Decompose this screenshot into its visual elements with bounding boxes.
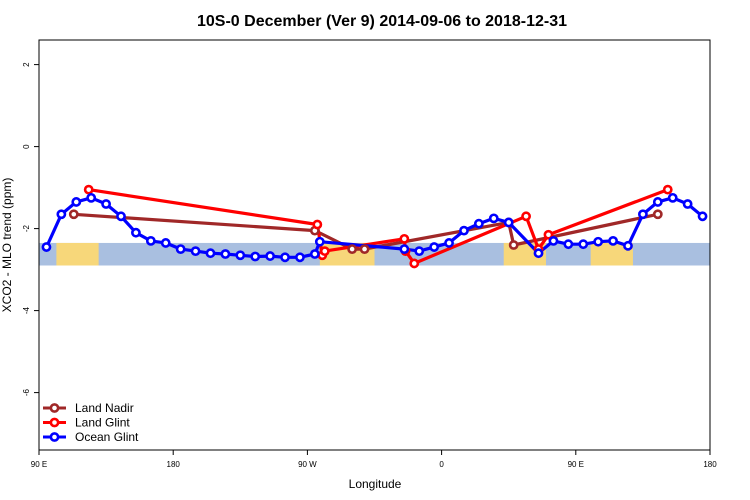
x-tick-label: 0	[439, 460, 444, 469]
ocean-glint-point	[220, 249, 231, 259]
ocean-glint-point	[533, 248, 544, 259]
plot-area	[38, 39, 711, 451]
ocean-glint-point	[563, 239, 574, 250]
plot-frame	[38, 39, 711, 451]
ocean-glint-point	[399, 244, 410, 254]
ocean-glint-point	[578, 239, 589, 250]
ocean-glint-point	[41, 242, 52, 252]
ocean-glint-point	[503, 217, 514, 228]
land-glint-point	[521, 211, 531, 222]
ocean-glint-point	[86, 192, 97, 203]
legend-item-land-nadir: Land Nadir	[43, 401, 134, 415]
land-nadir-point	[508, 240, 519, 250]
ocean-glint-point	[71, 197, 82, 207]
y-axis-label: XCO2 - MLO trend (ppm)	[0, 178, 14, 313]
y-tick-label: 2	[22, 62, 31, 67]
legend-item-land-glint: Land Glint	[43, 416, 130, 430]
ocean-glint-point	[280, 252, 290, 263]
x-axis-label: Longitude	[349, 477, 402, 491]
ocean-glint-point	[459, 225, 469, 236]
land-nadir-point	[359, 244, 370, 254]
series-layer	[41, 184, 708, 269]
ocean-glint-point	[145, 235, 156, 246]
legend-marker-land-glint	[49, 417, 60, 428]
ocean-glint-point	[667, 192, 678, 203]
legend-label-ocean-glint: Ocean Glint	[75, 430, 139, 444]
y-axis: 2 0 -2 -4 -6	[22, 62, 39, 396]
land-segment	[590, 242, 633, 266]
x-tick-label: 180	[703, 460, 717, 469]
ocean-glint-point	[548, 235, 559, 246]
x-tick-label: 90 E	[31, 460, 47, 469]
ocean-glint-point	[250, 251, 261, 262]
ocean-glint-point	[314, 236, 325, 247]
ocean-glint-point	[56, 209, 67, 220]
land-glint-point	[662, 184, 673, 195]
ocean-glint-point	[473, 218, 484, 229]
chart-title: 10S-0 December (Ver 9) 2014-09-06 to 201…	[197, 13, 567, 30]
land-glint-point	[319, 246, 330, 257]
land-glint-point	[312, 219, 323, 230]
ocean-glint-point	[682, 199, 693, 209]
land-nadir-point	[347, 244, 358, 254]
land-glint-point	[543, 229, 554, 240]
land-glint-point	[399, 233, 410, 244]
land-nadir-point	[652, 209, 663, 220]
land-glint-point	[83, 184, 94, 195]
legend-marker-land-nadir	[49, 403, 60, 413]
land-glint-point	[409, 258, 420, 269]
x-tick-label: 90 W	[298, 460, 317, 469]
ocean-glint-point	[116, 211, 126, 222]
ocean-glint-point	[593, 236, 604, 247]
ocean-glint-point	[608, 235, 618, 246]
ocean-glint-point	[444, 238, 454, 248]
ocean-glint-point	[205, 248, 216, 259]
ocean-glint-point	[697, 211, 708, 222]
ocean-glint-point	[160, 238, 171, 248]
legend-label-land-nadir: Land Nadir	[75, 401, 134, 415]
ocean-glint-point	[638, 209, 648, 220]
legend-item-ocean-glint: Ocean Glint	[43, 430, 139, 444]
ocean-glint-point	[295, 252, 305, 263]
ocean-glint-point	[265, 251, 276, 261]
y-tick-label: -6	[22, 388, 31, 396]
legend-marker-ocean-glint	[49, 432, 60, 442]
ocean-glint-point	[623, 240, 633, 251]
y-tick-label: -4	[22, 306, 31, 314]
ocean-glint-point	[488, 213, 499, 224]
land-nadir-point	[68, 209, 79, 220]
x-axis: 90 E 180 90 W 0 90 E 180	[31, 450, 717, 469]
ocean-glint-point	[131, 227, 141, 238]
legend-label-land-glint: Land Glint	[75, 416, 130, 430]
ocean-glint-point	[309, 249, 320, 259]
x-tick-label: 90 E	[568, 460, 584, 469]
land-segment	[56, 242, 99, 266]
ocean-glint-point	[190, 246, 201, 257]
ocean-glint-point	[429, 242, 440, 252]
ocean-glint-point	[175, 244, 186, 254]
ocean-glint-point	[235, 250, 246, 261]
ocean-glint-point	[652, 197, 663, 207]
x-tick-label: 180	[167, 460, 181, 469]
ocean-glint-point	[414, 246, 425, 257]
ocean-glint-point	[101, 199, 111, 209]
y-tick-label: -2	[22, 224, 31, 232]
y-tick-label: 0	[22, 144, 31, 149]
